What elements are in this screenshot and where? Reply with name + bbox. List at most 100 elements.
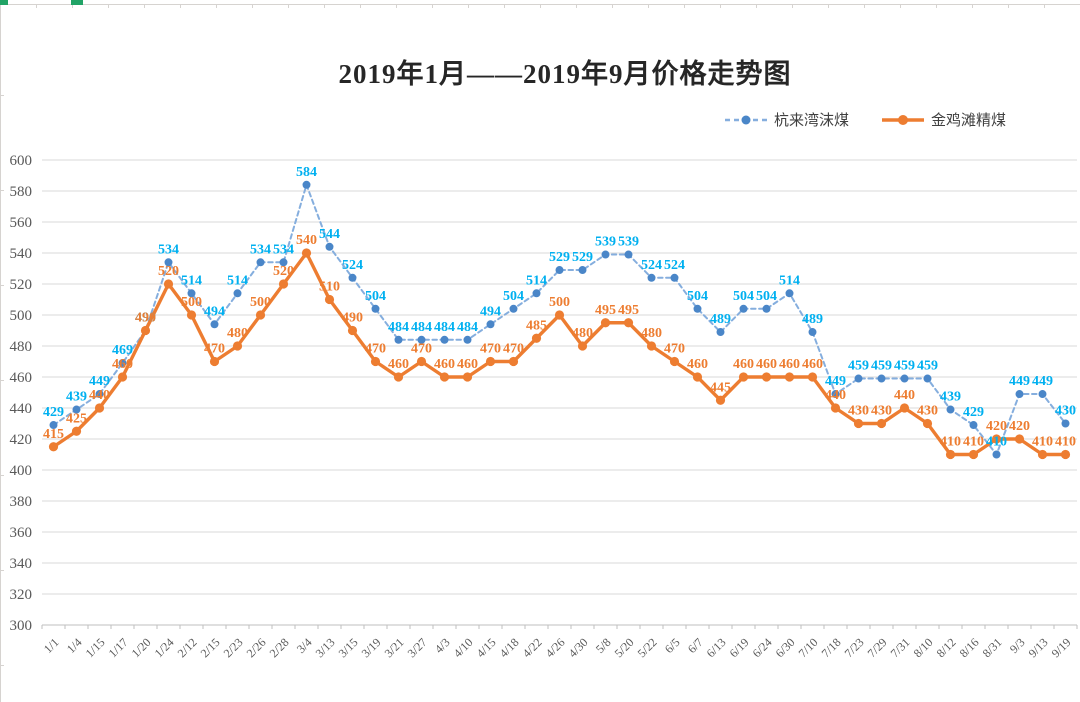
svg-text:480: 480 — [227, 326, 248, 341]
svg-text:1/4: 1/4 — [64, 635, 85, 656]
svg-text:3/13: 3/13 — [313, 635, 338, 660]
svg-text:430: 430 — [1055, 404, 1076, 419]
svg-text:500: 500 — [181, 295, 202, 310]
svg-text:4/22: 4/22 — [520, 635, 545, 660]
svg-text:540: 540 — [296, 233, 317, 248]
svg-text:510: 510 — [319, 280, 340, 295]
svg-text:470: 470 — [480, 342, 501, 357]
svg-text:459: 459 — [871, 359, 892, 374]
svg-text:2/15: 2/15 — [198, 635, 223, 660]
svg-text:534: 534 — [273, 242, 294, 257]
sheet-green-marker — [71, 0, 83, 5]
svg-text:1/20: 1/20 — [129, 635, 154, 660]
svg-text:459: 459 — [917, 359, 938, 374]
svg-text:440: 440 — [894, 388, 915, 403]
svg-text:6/19: 6/19 — [727, 635, 752, 660]
svg-text:439: 439 — [66, 390, 87, 405]
svg-text:460: 460 — [112, 357, 133, 372]
svg-text:2/26: 2/26 — [244, 635, 269, 660]
svg-text:410: 410 — [1032, 435, 1053, 450]
svg-text:6/5: 6/5 — [662, 635, 683, 656]
svg-text:539: 539 — [618, 235, 639, 250]
svg-text:5/22: 5/22 — [635, 635, 660, 660]
sheet-edge-top — [0, 4, 1080, 5]
svg-text:460: 460 — [756, 357, 777, 372]
svg-text:1/17: 1/17 — [106, 635, 131, 660]
svg-text:500: 500 — [549, 295, 570, 310]
svg-text:2/28: 2/28 — [267, 635, 292, 660]
svg-text:410: 410 — [986, 435, 1007, 450]
legend-item-series-2[interactable]: 金鸡滩精煤 — [881, 109, 1006, 130]
svg-text:420: 420 — [1009, 419, 1030, 434]
svg-text:420: 420 — [986, 419, 1007, 434]
svg-text:4/18: 4/18 — [497, 635, 522, 660]
svg-text:460: 460 — [779, 357, 800, 372]
svg-text:429: 429 — [43, 405, 64, 420]
svg-text:469: 469 — [112, 343, 133, 358]
svg-text:500: 500 — [250, 295, 271, 310]
svg-text:584: 584 — [296, 165, 317, 180]
svg-text:440: 440 — [10, 401, 33, 417]
svg-text:514: 514 — [227, 273, 248, 288]
svg-text:460: 460 — [10, 370, 33, 386]
series-1-line[interactable] — [52, 183, 1067, 456]
svg-text:470: 470 — [204, 342, 225, 357]
svg-text:320: 320 — [10, 587, 33, 603]
series-2-data-labels: 4154254404604905205004704805005205405104… — [43, 233, 1076, 450]
svg-text:300: 300 — [10, 618, 33, 634]
svg-text:7/10: 7/10 — [796, 635, 821, 660]
svg-text:504: 504 — [733, 289, 754, 304]
svg-text:4/10: 4/10 — [451, 635, 476, 660]
y-axis-labels: 300 320 340 360 380 400 420 440 460 480 500 520 540 5… — [10, 153, 33, 634]
svg-text:7/31: 7/31 — [888, 635, 913, 660]
svg-text:460: 460 — [388, 357, 409, 372]
svg-text:539: 539 — [595, 235, 616, 250]
svg-text:5/8: 5/8 — [593, 635, 614, 656]
svg-text:529: 529 — [549, 250, 570, 265]
svg-text:490: 490 — [342, 311, 363, 326]
svg-text:6/30: 6/30 — [773, 635, 798, 660]
legend-label-series-2: 金鸡滩精煤 — [930, 113, 1006, 129]
svg-text:490: 490 — [135, 311, 156, 326]
legend-item-series-1[interactable]: 杭来湾沫煤 — [724, 109, 849, 130]
svg-text:449: 449 — [825, 374, 846, 389]
svg-text:514: 514 — [181, 273, 202, 288]
chart-title[interactable]: 2019年1月——2019年9月价格走势图 — [338, 59, 792, 89]
series-2-markers — [48, 248, 1071, 460]
svg-text:459: 459 — [894, 359, 915, 374]
svg-text:484: 484 — [434, 320, 455, 335]
svg-text:2/12: 2/12 — [175, 635, 200, 660]
svg-text:490: 490 — [135, 311, 156, 326]
svg-text:449: 449 — [1032, 374, 1053, 389]
svg-text:1/1: 1/1 — [41, 635, 62, 656]
svg-text:440: 440 — [825, 388, 846, 403]
svg-text:380: 380 — [10, 494, 33, 510]
legend: 杭来湾沫煤 金鸡滩精煤 — [724, 109, 1006, 130]
svg-text:420: 420 — [10, 432, 33, 448]
svg-text:3/21: 3/21 — [382, 635, 407, 660]
svg-text:440: 440 — [89, 388, 110, 403]
svg-text:9/3: 9/3 — [1007, 635, 1028, 656]
svg-text:429: 429 — [963, 405, 984, 420]
svg-text:430: 430 — [848, 404, 869, 419]
svg-text:514: 514 — [779, 273, 800, 288]
svg-text:534: 534 — [158, 242, 179, 257]
sheet-edge-left-ticks — [1, 0, 4, 702]
svg-text:6/24: 6/24 — [750, 635, 775, 660]
svg-text:1/15: 1/15 — [83, 635, 108, 660]
svg-text:410: 410 — [1055, 435, 1076, 450]
svg-text:410: 410 — [940, 435, 961, 450]
svg-text:504: 504 — [687, 289, 708, 304]
svg-text:470: 470 — [664, 342, 685, 357]
svg-text:6/13: 6/13 — [704, 635, 729, 660]
svg-text:2/23: 2/23 — [221, 635, 246, 660]
svg-text:600: 600 — [10, 153, 33, 169]
svg-text:7/23: 7/23 — [842, 635, 867, 660]
svg-text:494: 494 — [480, 304, 501, 319]
svg-text:415: 415 — [43, 427, 64, 442]
svg-text:484: 484 — [411, 320, 432, 335]
svg-text:540: 540 — [10, 246, 33, 262]
